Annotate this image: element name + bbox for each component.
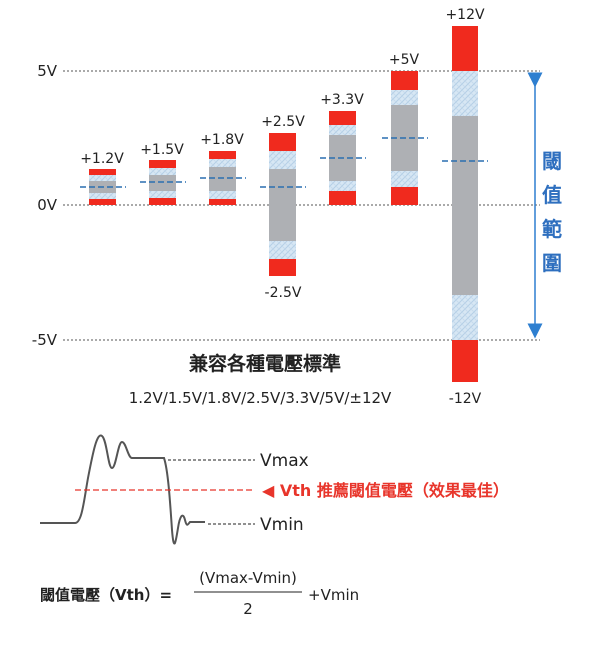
bar-label-top: +5V <box>389 52 420 68</box>
vmax-label: Vmax <box>260 451 309 471</box>
threshold-formula: 閾值電壓（Vth）= (Vmax-Vmin) 2 +Vmin <box>40 569 359 618</box>
vmin-label: Vmin <box>260 515 304 535</box>
range-char-3: 範 <box>542 217 562 241</box>
bar-label-top: +1.8V <box>200 132 244 148</box>
axis-label-minus5v: -5V <box>32 331 58 349</box>
bar-label-top: +2.5V <box>261 114 305 130</box>
axis-label-0v: 0V <box>37 196 58 214</box>
signal-waveform <box>40 434 205 545</box>
range-char-4: 圍 <box>542 251 562 275</box>
bar-label-bottom: -2.5V <box>265 285 302 301</box>
voltage-bar-2v5 <box>260 133 306 276</box>
voltage-bar-1v8 <box>200 151 246 205</box>
formula-lhs: 閾值電壓（Vth）= <box>40 586 172 604</box>
bar-label-top: +12V <box>445 7 485 23</box>
voltage-bar-5v <box>382 71 428 205</box>
voltage-bar-1v2 <box>80 169 126 205</box>
range-char-2: 值 <box>542 183 562 207</box>
formula-numerator: (Vmax-Vmin) <box>199 569 297 587</box>
range-char-1: 閾 <box>542 149 562 173</box>
waveform-illustration <box>40 434 255 545</box>
formula-rhs: +Vmin <box>308 586 359 604</box>
bar-label-top: +1.2V <box>80 151 124 167</box>
diagram-subtitle: 1.2V/1.5V/1.8V/2.5V/3.3V/5V/±12V <box>129 389 392 407</box>
voltage-bar-12v <box>442 26 488 382</box>
voltage-bar-3v3 <box>320 111 366 205</box>
bar-label-top: +1.5V <box>140 142 184 158</box>
formula-denominator: 2 <box>243 600 253 618</box>
voltage-bar-1v5 <box>140 160 186 205</box>
bar-label-top: +3.3V <box>320 92 364 108</box>
axis-label-5v: 5V <box>37 62 58 80</box>
diagram-title: 兼容各種電壓標準 <box>189 352 341 375</box>
vth-label: ◀ Vth 推薦閾值電壓（效果最佳） <box>262 481 509 500</box>
bar-label-bottom: -12V <box>449 391 482 407</box>
threshold-range-label: 閾 值 範 圍 <box>542 149 562 275</box>
